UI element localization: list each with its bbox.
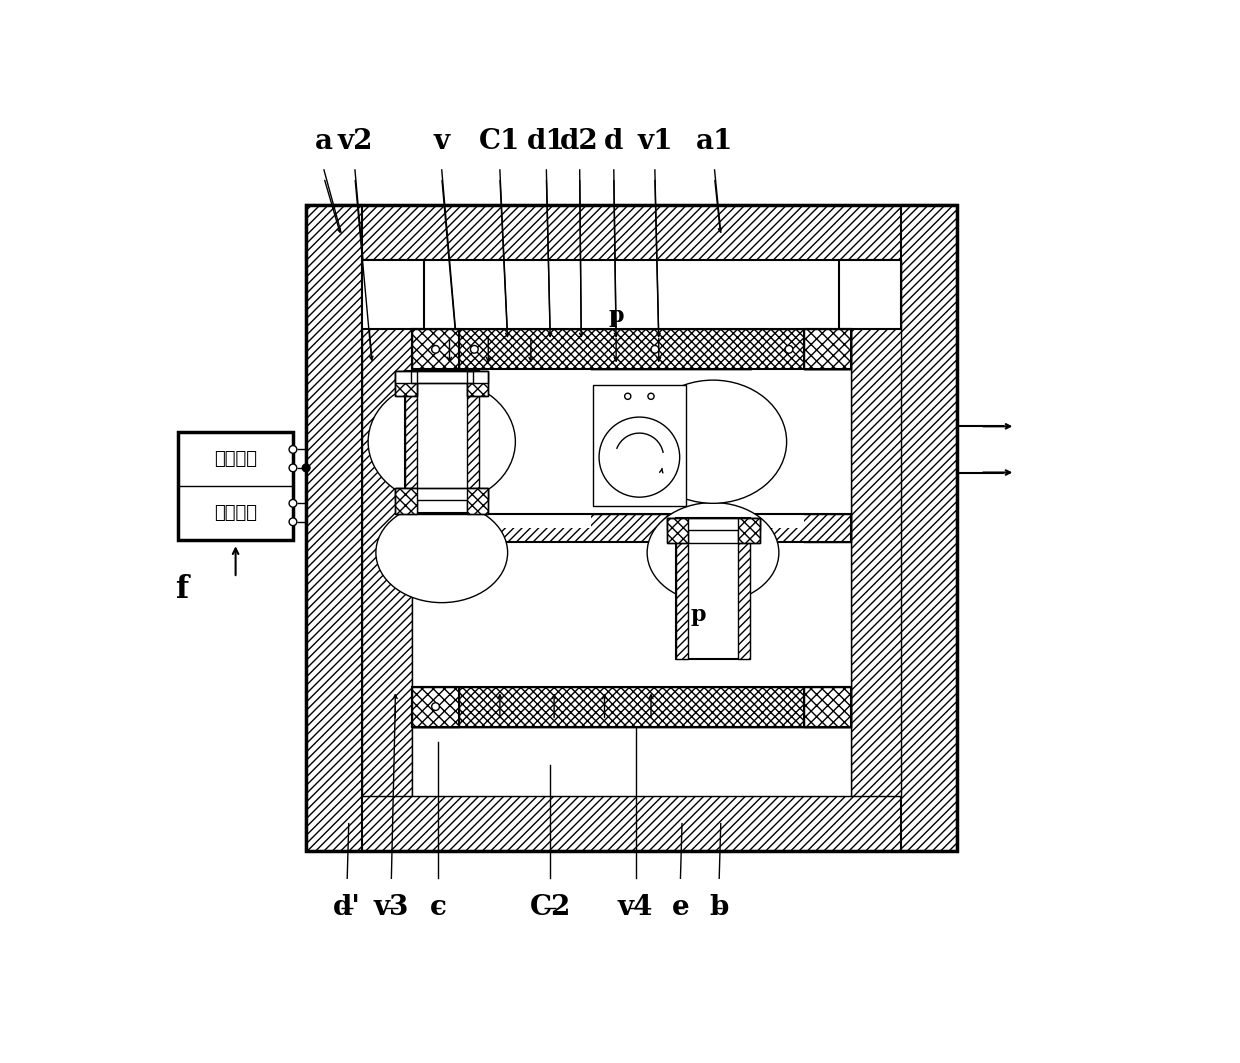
Bar [404,371,479,512]
Text: d': d' [334,894,361,921]
Bar [851,260,901,796]
Ellipse shape [647,503,779,603]
Circle shape [470,345,479,353]
Text: v4: v4 [618,894,653,921]
Bar [396,371,417,395]
Ellipse shape [640,381,786,503]
Bar [306,204,957,851]
Bar [481,369,591,528]
Bar [676,518,750,659]
Text: c: c [429,894,446,921]
Text: v2: v2 [337,128,373,154]
Circle shape [289,500,296,507]
Bar [306,204,362,851]
Bar [362,260,424,330]
Circle shape [289,465,296,472]
Bar [404,371,417,512]
Bar [410,371,472,383]
Circle shape [432,345,439,353]
Bar [412,687,851,727]
Bar [459,542,805,687]
Text: C1: C1 [479,128,521,154]
Ellipse shape [376,503,507,603]
Bar [805,687,851,727]
Bar [396,488,489,514]
Bar [412,727,851,796]
Ellipse shape [368,381,516,503]
Circle shape [432,703,439,710]
Text: p: p [691,604,706,625]
Bar [466,488,489,514]
Bar [179,432,293,540]
Text: v: v [434,128,450,154]
Bar [805,330,851,369]
Bar [412,687,459,727]
Bar [805,330,851,369]
Circle shape [785,345,792,353]
Text: p: p [609,305,624,326]
Bar [412,687,459,727]
Text: 驱动输出: 驱动输出 [215,450,257,468]
Bar [306,796,957,851]
Bar [412,687,851,727]
Bar [466,371,489,395]
Text: C2: C2 [529,894,570,921]
Text: a: a [315,128,334,154]
Bar [396,488,417,514]
Bar [412,514,851,542]
Bar [466,371,489,395]
Bar [738,518,759,542]
Bar [306,204,957,260]
Circle shape [303,465,310,472]
Bar [412,330,459,369]
Bar [901,204,957,851]
Text: e: e [672,894,689,921]
Bar [466,371,479,512]
Circle shape [289,518,296,525]
Bar [412,514,851,542]
Bar [667,518,759,530]
Text: v3: v3 [373,894,409,921]
Bar [738,518,750,659]
Bar [751,369,805,528]
Text: d: d [604,128,624,154]
Bar [676,518,688,659]
Bar [396,371,417,395]
Bar [412,330,459,369]
Text: d2: d2 [560,128,599,154]
Bar [412,330,851,369]
Text: v1: v1 [637,128,672,154]
Bar [805,687,851,727]
Text: d1: d1 [527,128,565,154]
Bar [396,488,489,501]
Circle shape [289,445,296,453]
Bar [412,330,851,369]
Text: f: f [176,574,188,605]
Bar [593,385,686,506]
Circle shape [651,345,658,353]
Bar [667,518,759,542]
Bar [667,518,688,542]
Text: 传感输入: 传感输入 [215,504,257,522]
Text: a1: a1 [696,128,733,154]
Circle shape [647,393,655,400]
Bar [396,371,489,383]
Bar [362,260,412,796]
Text: b: b [709,894,729,921]
Circle shape [599,417,680,497]
Bar [412,369,851,687]
Circle shape [625,393,631,400]
Bar [839,260,901,330]
